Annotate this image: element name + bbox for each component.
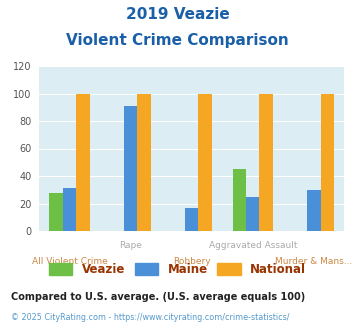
Bar [260, 93, 273, 231]
Bar [321, 93, 334, 231]
Text: Compared to U.S. average. (U.S. average equals 100): Compared to U.S. average. (U.S. average … [11, 292, 305, 302]
Text: Aggravated Assault: Aggravated Assault [208, 241, 297, 250]
Bar [63, 188, 76, 231]
Bar [307, 190, 321, 231]
Text: 2019 Veazie: 2019 Veazie [126, 7, 229, 21]
Bar [198, 93, 212, 231]
Bar [233, 169, 246, 231]
Bar [124, 106, 137, 231]
Text: © 2025 CityRating.com - https://www.cityrating.com/crime-statistics/: © 2025 CityRating.com - https://www.city… [11, 314, 289, 322]
Text: Rape: Rape [119, 241, 142, 250]
Bar [185, 208, 198, 231]
Text: Violent Crime Comparison: Violent Crime Comparison [66, 33, 289, 48]
Bar [137, 93, 151, 231]
Bar [49, 192, 63, 231]
Legend: Veazie, Maine, National: Veazie, Maine, National [44, 258, 311, 281]
Bar [76, 93, 90, 231]
Text: Murder & Mans...: Murder & Mans... [275, 257, 353, 266]
Text: All Violent Crime: All Violent Crime [32, 257, 108, 266]
Bar [246, 197, 260, 231]
Text: Robbery: Robbery [173, 257, 211, 266]
